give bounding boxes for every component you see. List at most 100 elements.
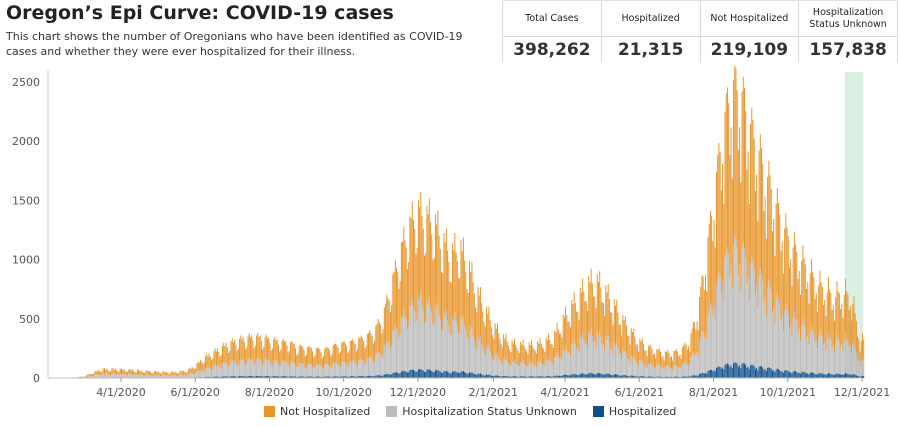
day-bar[interactable] <box>316 347 318 378</box>
day-bar[interactable] <box>112 368 114 378</box>
day-bar[interactable] <box>465 272 467 378</box>
day-bar[interactable] <box>591 283 593 378</box>
day-bar[interactable] <box>548 333 550 378</box>
day-bar[interactable] <box>291 341 293 378</box>
day-bar[interactable] <box>122 370 124 378</box>
day-bar[interactable] <box>405 247 407 378</box>
day-bar[interactable] <box>607 284 609 378</box>
day-bar[interactable] <box>629 344 631 378</box>
day-bar[interactable] <box>857 336 859 378</box>
day-bar[interactable] <box>860 341 862 378</box>
day-bar[interactable] <box>271 348 273 378</box>
day-bar[interactable] <box>254 345 256 378</box>
day-bar[interactable] <box>223 342 225 378</box>
day-bar[interactable] <box>649 346 651 378</box>
day-bar[interactable] <box>678 356 680 378</box>
day-bar[interactable] <box>844 278 846 378</box>
day-bar[interactable] <box>698 297 700 378</box>
day-bar[interactable] <box>436 224 438 378</box>
day-bar[interactable] <box>242 336 244 378</box>
day-bar[interactable] <box>346 346 348 378</box>
day-bar[interactable] <box>533 348 535 378</box>
day-bar[interactable] <box>486 306 488 378</box>
day-bar[interactable] <box>774 256 776 378</box>
day-bar[interactable] <box>655 358 657 378</box>
day-bar[interactable] <box>799 294 801 378</box>
day-bar[interactable] <box>129 368 131 378</box>
day-bar[interactable] <box>352 339 354 378</box>
day-bar[interactable] <box>666 351 668 378</box>
day-bar[interactable] <box>836 281 838 378</box>
day-bar[interactable] <box>662 355 664 378</box>
day-bar[interactable] <box>731 178 733 378</box>
day-bar[interactable] <box>661 356 663 378</box>
day-bar[interactable] <box>207 356 209 378</box>
day-bar[interactable] <box>133 371 135 378</box>
day-bar[interactable] <box>688 346 690 378</box>
day-bar[interactable] <box>863 339 865 378</box>
day-bar[interactable] <box>433 258 435 378</box>
day-bar[interactable] <box>146 370 148 378</box>
day-bar[interactable] <box>377 318 379 378</box>
day-bar[interactable] <box>397 271 399 378</box>
day-bar[interactable] <box>181 371 183 378</box>
day-bar[interactable] <box>281 340 283 378</box>
day-bar[interactable] <box>134 372 136 378</box>
day-bar[interactable] <box>195 368 197 378</box>
day-bar[interactable] <box>427 214 429 378</box>
day-bar[interactable] <box>342 341 344 378</box>
day-bar[interactable] <box>670 356 672 378</box>
day-bar[interactable] <box>683 345 685 378</box>
day-bar[interactable] <box>793 231 795 378</box>
day-bar[interactable] <box>369 330 371 378</box>
day-bar[interactable] <box>174 371 176 378</box>
day-bar[interactable] <box>349 341 351 378</box>
day-bar[interactable] <box>523 345 525 378</box>
day-bar[interactable] <box>691 328 693 378</box>
day-bar[interactable] <box>284 341 286 378</box>
day-bar[interactable] <box>568 321 570 378</box>
day-bar[interactable] <box>447 250 449 378</box>
day-bar[interactable] <box>370 333 372 378</box>
day-bar[interactable] <box>556 323 558 378</box>
day-bar[interactable] <box>194 369 196 378</box>
day-bar[interactable] <box>720 190 722 378</box>
day-bar[interactable] <box>674 350 676 378</box>
day-bar[interactable] <box>113 369 115 378</box>
day-bar[interactable] <box>383 307 385 378</box>
day-bar[interactable] <box>694 322 696 378</box>
day-bar[interactable] <box>200 359 202 378</box>
day-bar[interactable] <box>559 333 561 378</box>
day-bar[interactable] <box>730 127 732 378</box>
day-bar[interactable] <box>521 344 523 378</box>
day-bar[interactable] <box>240 335 242 378</box>
day-bar[interactable] <box>746 169 748 378</box>
day-bar[interactable] <box>151 373 153 378</box>
day-bar[interactable] <box>517 350 519 378</box>
day-bar[interactable] <box>385 303 387 378</box>
day-bar[interactable] <box>633 328 635 378</box>
day-bar[interactable] <box>747 151 749 378</box>
day-bar[interactable] <box>267 338 269 378</box>
day-bar[interactable] <box>752 119 754 378</box>
day-bar[interactable] <box>608 298 610 378</box>
day-bar[interactable] <box>183 370 185 378</box>
day-bar[interactable] <box>554 330 556 378</box>
day-bar[interactable] <box>854 313 856 378</box>
day-bar[interactable] <box>100 371 102 378</box>
day-bar[interactable] <box>483 322 485 378</box>
day-bar[interactable] <box>588 275 590 378</box>
day-bar[interactable] <box>285 341 287 378</box>
day-bar[interactable] <box>394 259 396 378</box>
day-bar[interactable] <box>596 273 598 378</box>
day-bar[interactable] <box>251 335 253 378</box>
day-bar[interactable] <box>403 227 405 378</box>
day-bar[interactable] <box>287 352 289 378</box>
day-bar[interactable] <box>807 282 809 378</box>
day-bar[interactable] <box>226 347 228 378</box>
day-bar[interactable] <box>613 299 615 378</box>
legend-item-not-hospitalized[interactable]: Not Hospitalized <box>264 405 370 418</box>
day-bar[interactable] <box>330 355 332 378</box>
day-bar[interactable] <box>220 354 222 378</box>
day-bar[interactable] <box>572 304 574 378</box>
